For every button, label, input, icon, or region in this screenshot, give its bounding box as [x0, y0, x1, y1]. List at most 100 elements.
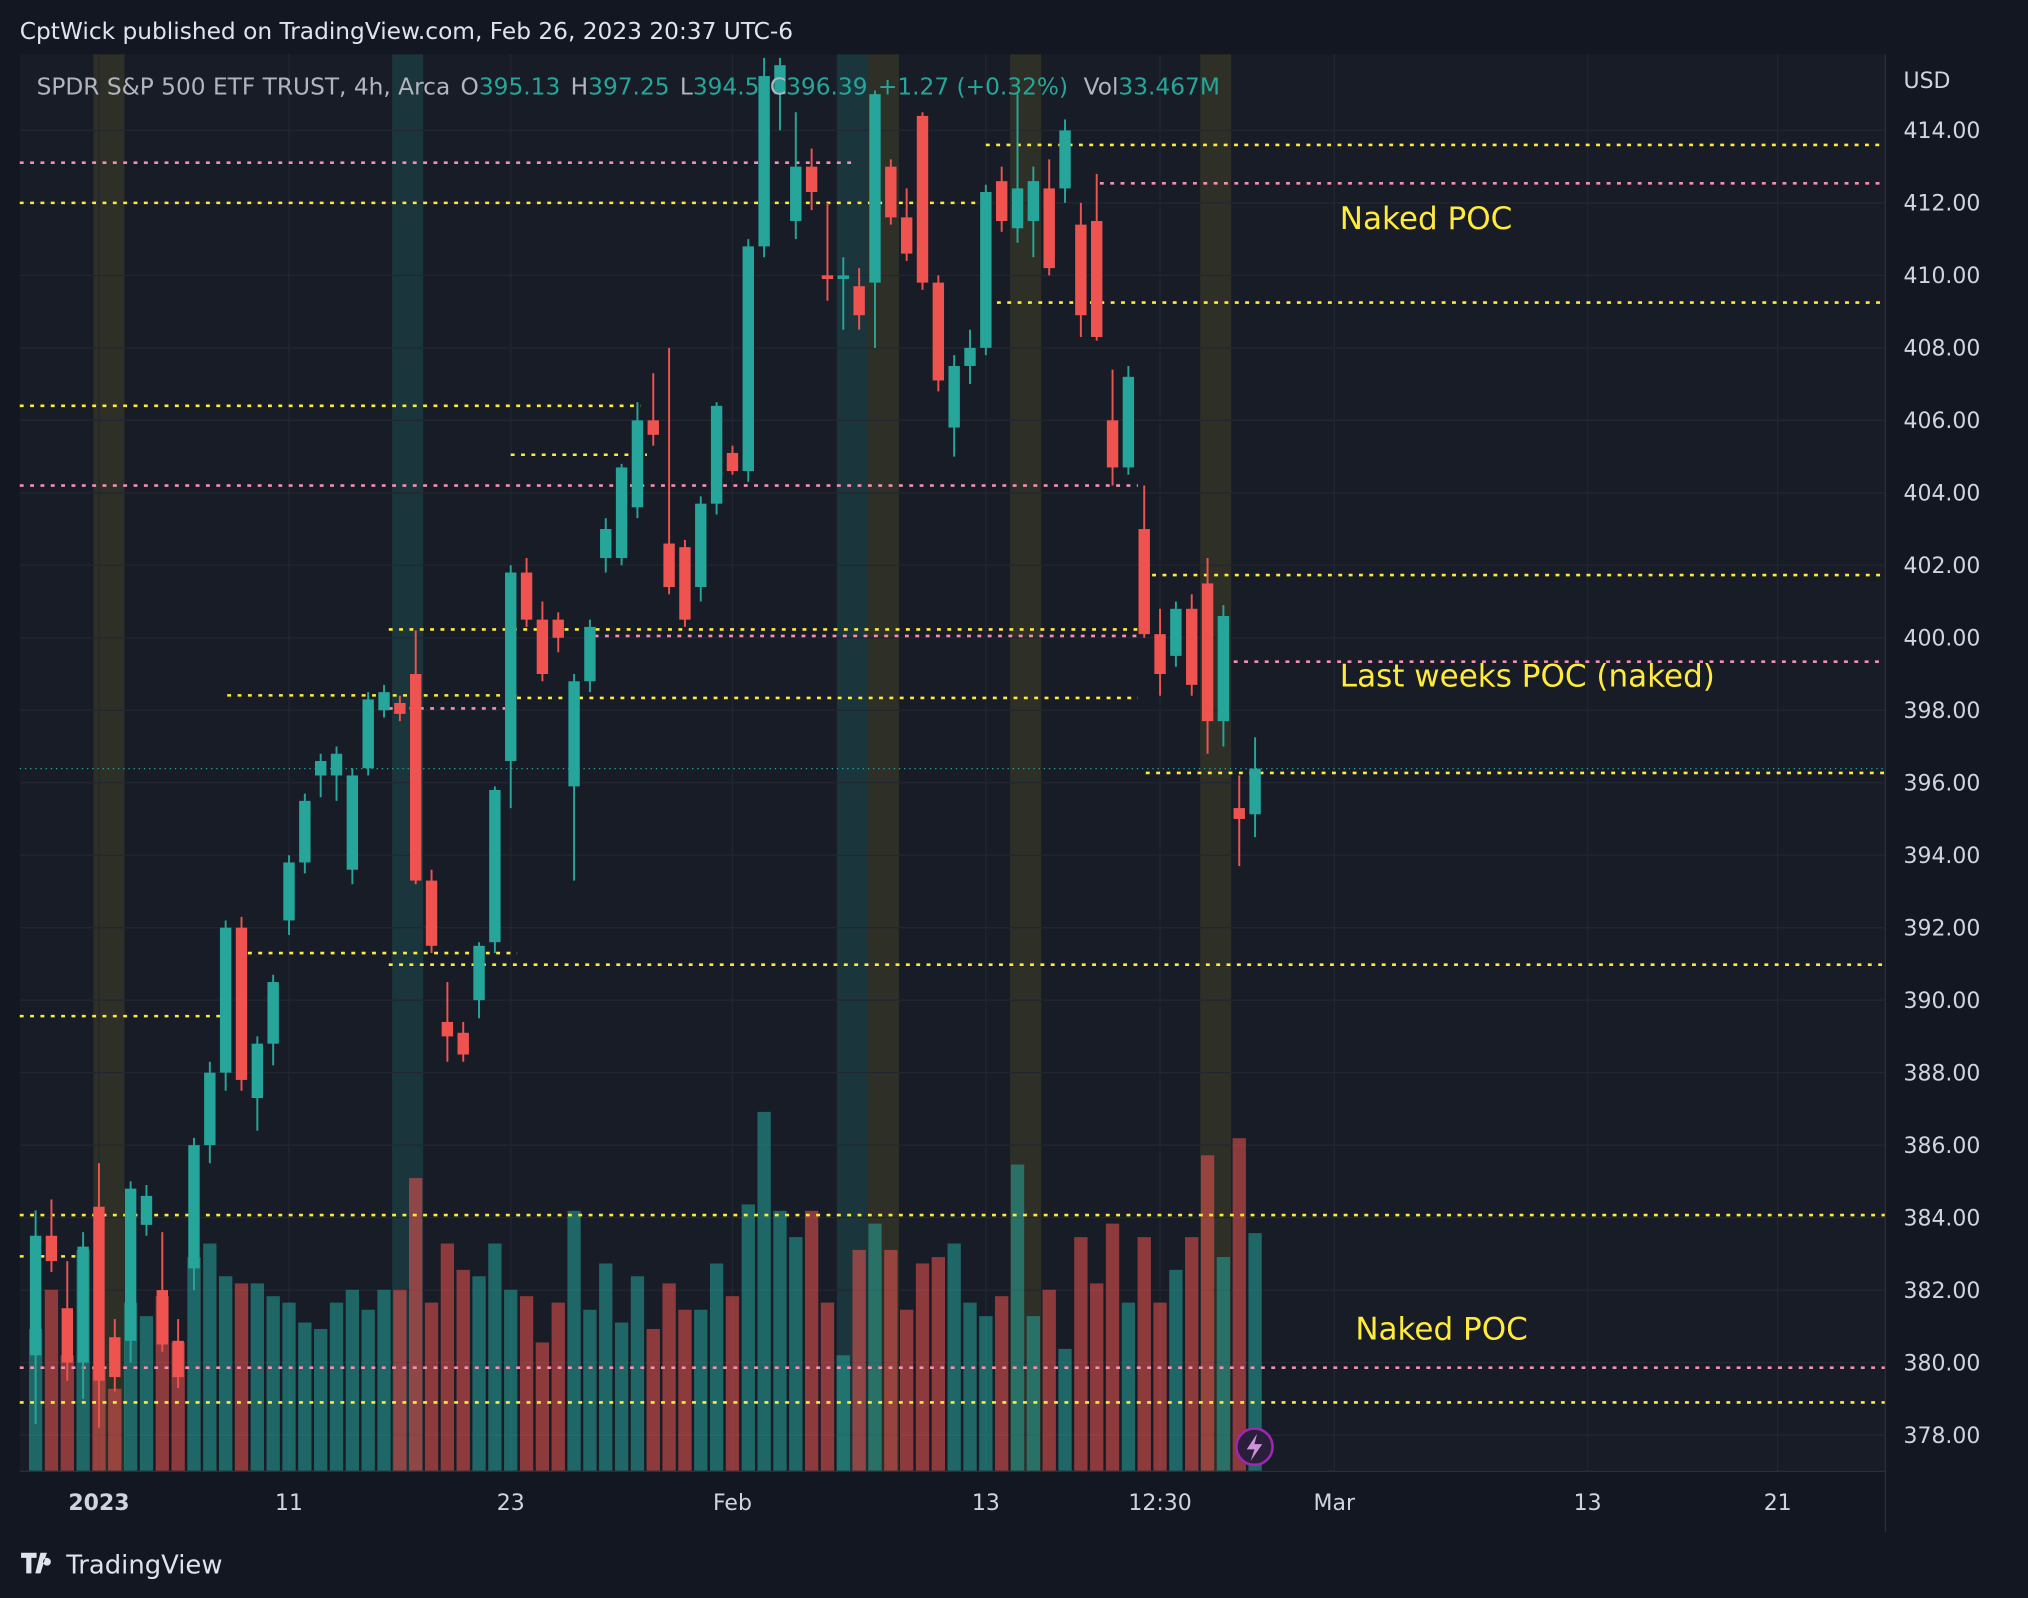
y-tick-label: 404.00 — [1904, 482, 1981, 507]
candle-body — [584, 626, 596, 682]
candle-body — [204, 1072, 216, 1146]
candle-body — [1091, 221, 1103, 337]
candle-body — [93, 1206, 105, 1381]
candle-body — [219, 927, 232, 1073]
volume-bar — [1200, 1155, 1215, 1472]
candle-body — [1075, 224, 1087, 316]
volume-bar — [1121, 1302, 1136, 1472]
candle-body — [156, 1290, 169, 1345]
volume-bar — [1058, 1348, 1072, 1472]
volume-bar — [393, 1289, 407, 1472]
x-tick-label: 23 — [497, 1491, 525, 1516]
volume-bar — [820, 1302, 835, 1472]
legend-key: H — [571, 73, 589, 100]
volume-bar — [630, 1276, 645, 1472]
candle-body — [520, 572, 533, 620]
volume-bar — [757, 1111, 771, 1472]
candle-body — [774, 65, 786, 95]
volume-bar — [361, 1309, 375, 1472]
candle-body — [805, 166, 818, 193]
volume-bar — [1248, 1233, 1262, 1472]
candles — [29, 57, 1261, 1428]
x-tick-label: 2023 — [68, 1491, 129, 1516]
candle-body — [837, 275, 850, 279]
volume-bar — [203, 1243, 217, 1472]
candle-body — [964, 347, 976, 366]
y-tick-label: 384.00 — [1904, 1206, 1981, 1231]
volume-bar — [931, 1257, 945, 1472]
candle-body — [394, 703, 406, 714]
candle-body — [1249, 768, 1261, 815]
annotation: Naked POC — [1340, 201, 1512, 237]
x-tick-label: Feb — [713, 1491, 752, 1516]
volume-bar — [282, 1302, 296, 1472]
legend-key: L — [680, 73, 693, 100]
volume-bar — [519, 1296, 534, 1472]
legend-value: 33.467M — [1118, 73, 1219, 100]
legend-value: 396.39 — [786, 73, 867, 100]
candle-body — [885, 166, 897, 218]
candle-body — [1233, 808, 1245, 819]
candle-body — [1106, 420, 1119, 468]
header: CptWick published on TradingView.com, Fe… — [20, 18, 793, 45]
candle-body — [900, 217, 913, 254]
candle-body — [457, 1032, 469, 1055]
candle-body — [473, 945, 485, 1001]
candle-body — [1186, 608, 1198, 685]
y-tick-label: 402.00 — [1904, 554, 1981, 579]
candle-body — [299, 800, 311, 863]
volume-bar — [1185, 1237, 1199, 1472]
legend-key: Vol — [1084, 73, 1119, 100]
volume-bar — [678, 1309, 692, 1472]
volume-bar — [1090, 1283, 1104, 1472]
y-tick-label: 386.00 — [1904, 1134, 1981, 1159]
volume-bar — [139, 1316, 154, 1472]
x-tick-label: 21 — [1764, 1491, 1792, 1516]
candle-body — [267, 982, 279, 1044]
volume-bar — [599, 1263, 613, 1472]
candle-body — [109, 1337, 121, 1378]
legend-title: SPDR S&P 500 ETF TRUST, 4h, Arca — [37, 73, 451, 100]
volume-bar — [662, 1283, 676, 1472]
y-tick-label: 396.00 — [1904, 771, 1981, 796]
candle-body — [61, 1308, 73, 1363]
volume-bar — [377, 1289, 391, 1472]
y-tick-label: 380.00 — [1904, 1351, 1981, 1376]
volume-bar — [836, 1355, 850, 1472]
candle-body — [552, 619, 564, 638]
candle-body — [441, 1021, 454, 1037]
x-tick-label: 11 — [275, 1491, 303, 1516]
volume-bars — [28, 1111, 1262, 1472]
alert-icon-bolt — [1246, 1433, 1263, 1461]
candle-body — [1011, 188, 1024, 229]
y-tick-label: 382.00 — [1904, 1279, 1981, 1304]
y-tick-label: 412.00 — [1904, 192, 1981, 217]
y-axis: 378.00 380.00 382.00 384.00 386.00 388.00 390.… — [1904, 119, 1981, 1449]
volume-bar — [1216, 1257, 1231, 1472]
volume-bar — [409, 1178, 423, 1472]
volume-bar — [1169, 1269, 1183, 1472]
candle-body — [124, 1188, 137, 1341]
candle-body — [1122, 376, 1135, 468]
candle-body — [489, 789, 501, 943]
y-tick-label: 406.00 — [1904, 409, 1981, 434]
candle-body — [1201, 583, 1214, 722]
candle-body — [916, 115, 929, 283]
x-tick-label: Mar — [1314, 1491, 1356, 1516]
y-tick-label: 414.00 — [1904, 119, 1981, 144]
legend-value: 394.5 — [693, 73, 760, 100]
volume-bar — [424, 1302, 439, 1472]
candle-body — [995, 181, 1008, 222]
candle-body — [425, 880, 438, 946]
y-tick-label: 388.00 — [1904, 1061, 1981, 1086]
legend-value: 397.25 — [588, 73, 669, 100]
volume-bar — [123, 1302, 138, 1472]
candle-body — [742, 246, 754, 472]
volume-bar — [1232, 1138, 1246, 1472]
volume-bar — [725, 1296, 740, 1472]
plot-area — [19, 54, 1886, 1472]
candle-body — [283, 862, 295, 921]
candle-body — [346, 775, 359, 870]
candle-body — [948, 365, 960, 428]
